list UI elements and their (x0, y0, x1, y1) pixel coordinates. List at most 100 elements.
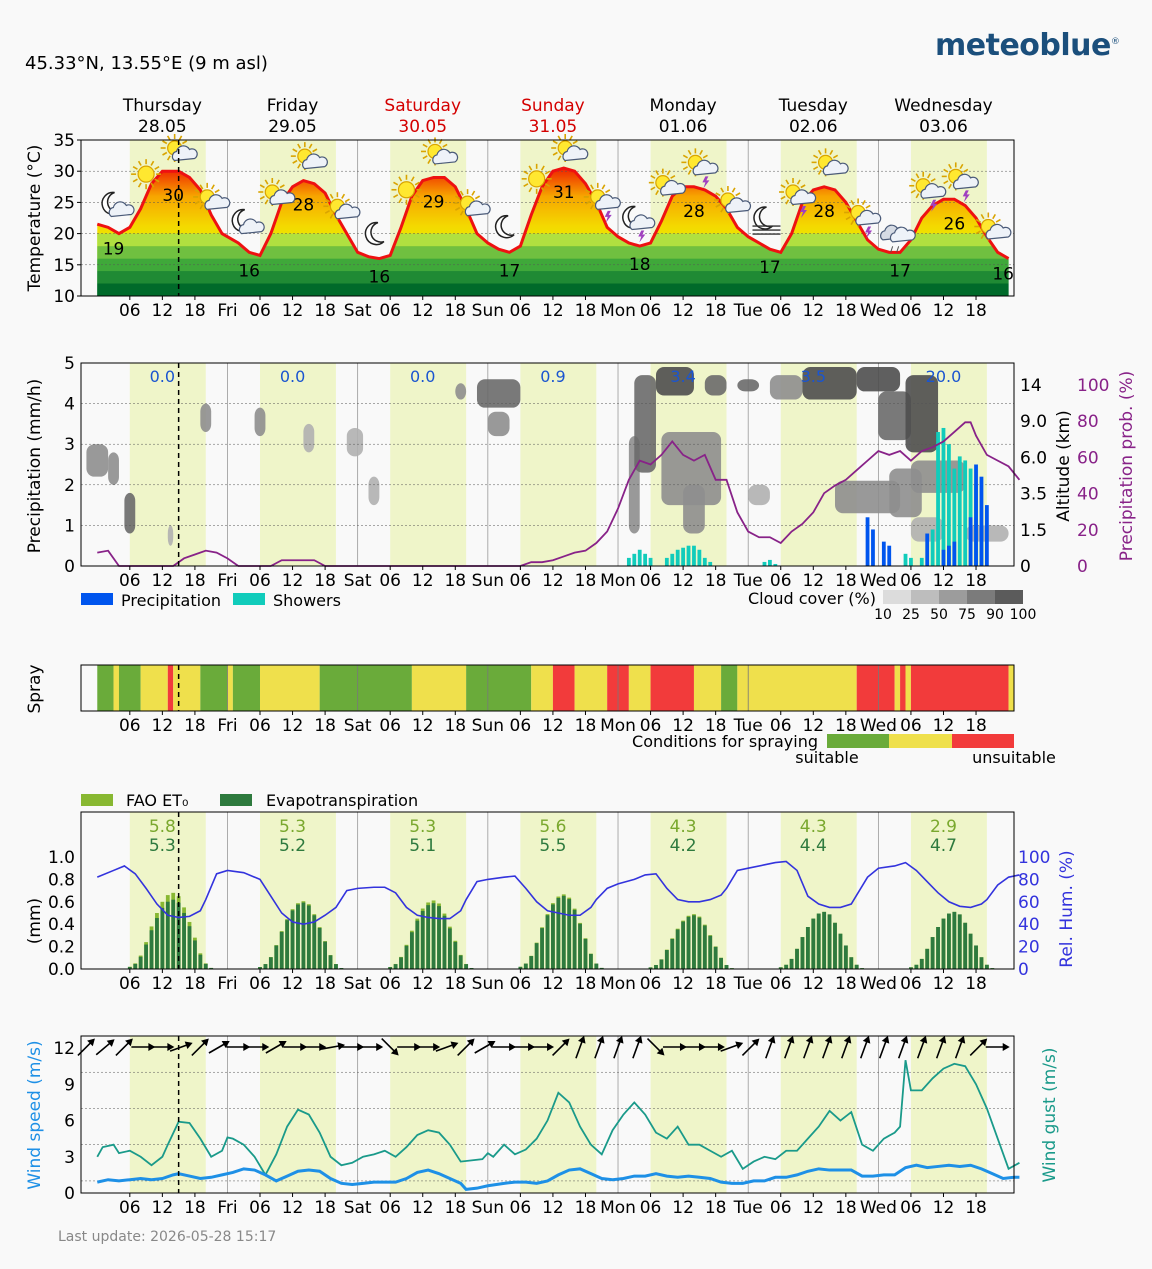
x-tick-hour: 06 (249, 301, 271, 321)
arrow-head (900, 1035, 909, 1044)
arrow-head (938, 1035, 947, 1044)
sun-storm-icon (779, 178, 817, 218)
evapotranspiration-bar (306, 905, 311, 969)
sun-ray (154, 178, 160, 183)
y-tick-temperature: 10 (53, 287, 75, 307)
evapotranspiration-bar (963, 922, 968, 969)
evapotranspiration-bar (312, 915, 317, 969)
sun-ray (264, 199, 269, 205)
x-tick-day-wed: Wed (860, 974, 897, 994)
temperature-label: 19 (103, 239, 125, 259)
x-tick-hour: 18 (575, 571, 597, 591)
sun-ray (682, 166, 688, 171)
y-tick-probability: 40 (1077, 485, 1099, 505)
x-tick-day-tue: Tue (733, 571, 763, 591)
evapotranspiration-bar (458, 955, 463, 969)
last-update: Last update: 2026-05-28 15:17 (58, 1229, 277, 1245)
cloud-shape (302, 153, 328, 170)
x-tick-day-sat: Sat (344, 571, 372, 591)
sun-ray (329, 193, 334, 199)
arrow-head (957, 1035, 966, 1044)
shower-bar (626, 557, 631, 566)
sun-ray (540, 165, 545, 171)
sun-ray (861, 199, 866, 206)
evapotranspiration-bar (578, 923, 582, 969)
x-tick-day-mon: Mon (600, 571, 636, 591)
sun-ray (980, 233, 985, 240)
arrow-head (167, 1043, 175, 1051)
cloud-shape (725, 197, 752, 214)
sun-ray (682, 154, 688, 159)
sun-cloud-icon (421, 137, 459, 166)
cloud-cover-cell (303, 423, 315, 453)
meteoblue-logo[interactable]: meteoblue® (935, 28, 1120, 63)
cloud-cover-cell (124, 492, 136, 534)
spray-condition-segment (118, 665, 141, 711)
sun-cloud-icon (551, 134, 589, 162)
wind-direction-arrow (435, 1041, 459, 1052)
sun-ray (162, 151, 168, 156)
arrow-head (561, 1038, 570, 1047)
sun-disc (528, 170, 546, 188)
arrow-head (843, 1035, 852, 1044)
precipitation-bar (968, 517, 973, 566)
evapotranspiration-bar (160, 907, 165, 969)
sun-ray (178, 135, 183, 141)
sun-ray (474, 195, 481, 200)
sun-ray (132, 165, 138, 170)
evapotranspiration-bar (697, 917, 702, 969)
x-tick-hour: 06 (379, 301, 401, 321)
arrow-head (596, 1035, 605, 1044)
sun-ray (715, 192, 721, 197)
y-tick-humidity: 60 (1018, 893, 1040, 913)
cloud-cover-cell (108, 452, 119, 485)
evapotranspiration-bar (957, 914, 962, 969)
x-tick-hour: 06 (900, 716, 922, 736)
x-tick-day-fri: Fri (217, 716, 237, 736)
x-tick-hour: 06 (770, 974, 792, 994)
x-tick-day-mon: Mon (600, 1198, 636, 1218)
evapotranspiration-bar (805, 927, 810, 969)
y-tick-altitude: 0 (1020, 557, 1031, 577)
arrow-head (786, 1035, 795, 1044)
x-tick-hour: 12 (412, 1198, 434, 1218)
daily-precipitation-total: 20.0 (926, 367, 962, 386)
sun-ray (930, 178, 936, 182)
spray-condition-segment (737, 665, 857, 711)
sun-ray (687, 149, 692, 155)
x-tick-day-wed: Wed (860, 716, 897, 736)
spray-condition-segment (411, 665, 467, 711)
evapotranspiration-bar (193, 940, 197, 969)
y-tick-evapo: 0.2 (48, 938, 75, 958)
daylight-band (910, 1036, 987, 1193)
shower-bar (708, 561, 713, 566)
spray-condition-segment (628, 665, 651, 711)
x-tick-hour: 12 (282, 301, 304, 321)
x-tick-hour: 12 (933, 716, 955, 736)
evapotranspiration-bar (138, 956, 143, 969)
daily-evapo-total: 4.7 (930, 836, 957, 856)
sun-ray (702, 154, 708, 159)
sun-ray (182, 140, 188, 145)
y-tick-humidity: 80 (1018, 870, 1040, 890)
temperature-label: 31 (553, 183, 575, 203)
daylight-band (260, 1036, 336, 1193)
wind-direction-arrow (765, 1035, 776, 1059)
y-tick-humidity: 0 (1018, 960, 1029, 980)
daily-precipitation-total: 3.4 (670, 367, 695, 386)
evapotranspiration-bar (968, 933, 973, 969)
sun-ray (785, 179, 790, 185)
evapotranspiration-bar (648, 967, 653, 969)
x-tick-hour: 18 (444, 716, 466, 736)
y-tick-evapo: 0.8 (48, 870, 75, 890)
legend-cloud-swatch (995, 590, 1023, 604)
evapotranspiration-bar (675, 929, 680, 969)
spray-legend-title: Conditions for spraying (632, 732, 818, 751)
evapotranspiration-bar (258, 967, 262, 969)
sun-ray (845, 216, 851, 221)
sun-ray (154, 165, 160, 170)
x-tick-hour: 18 (575, 1198, 597, 1218)
moon-cloud-icon (101, 191, 135, 218)
x-tick-hour: 18 (184, 301, 206, 321)
y-tick-precipitation: 0 (64, 557, 75, 577)
